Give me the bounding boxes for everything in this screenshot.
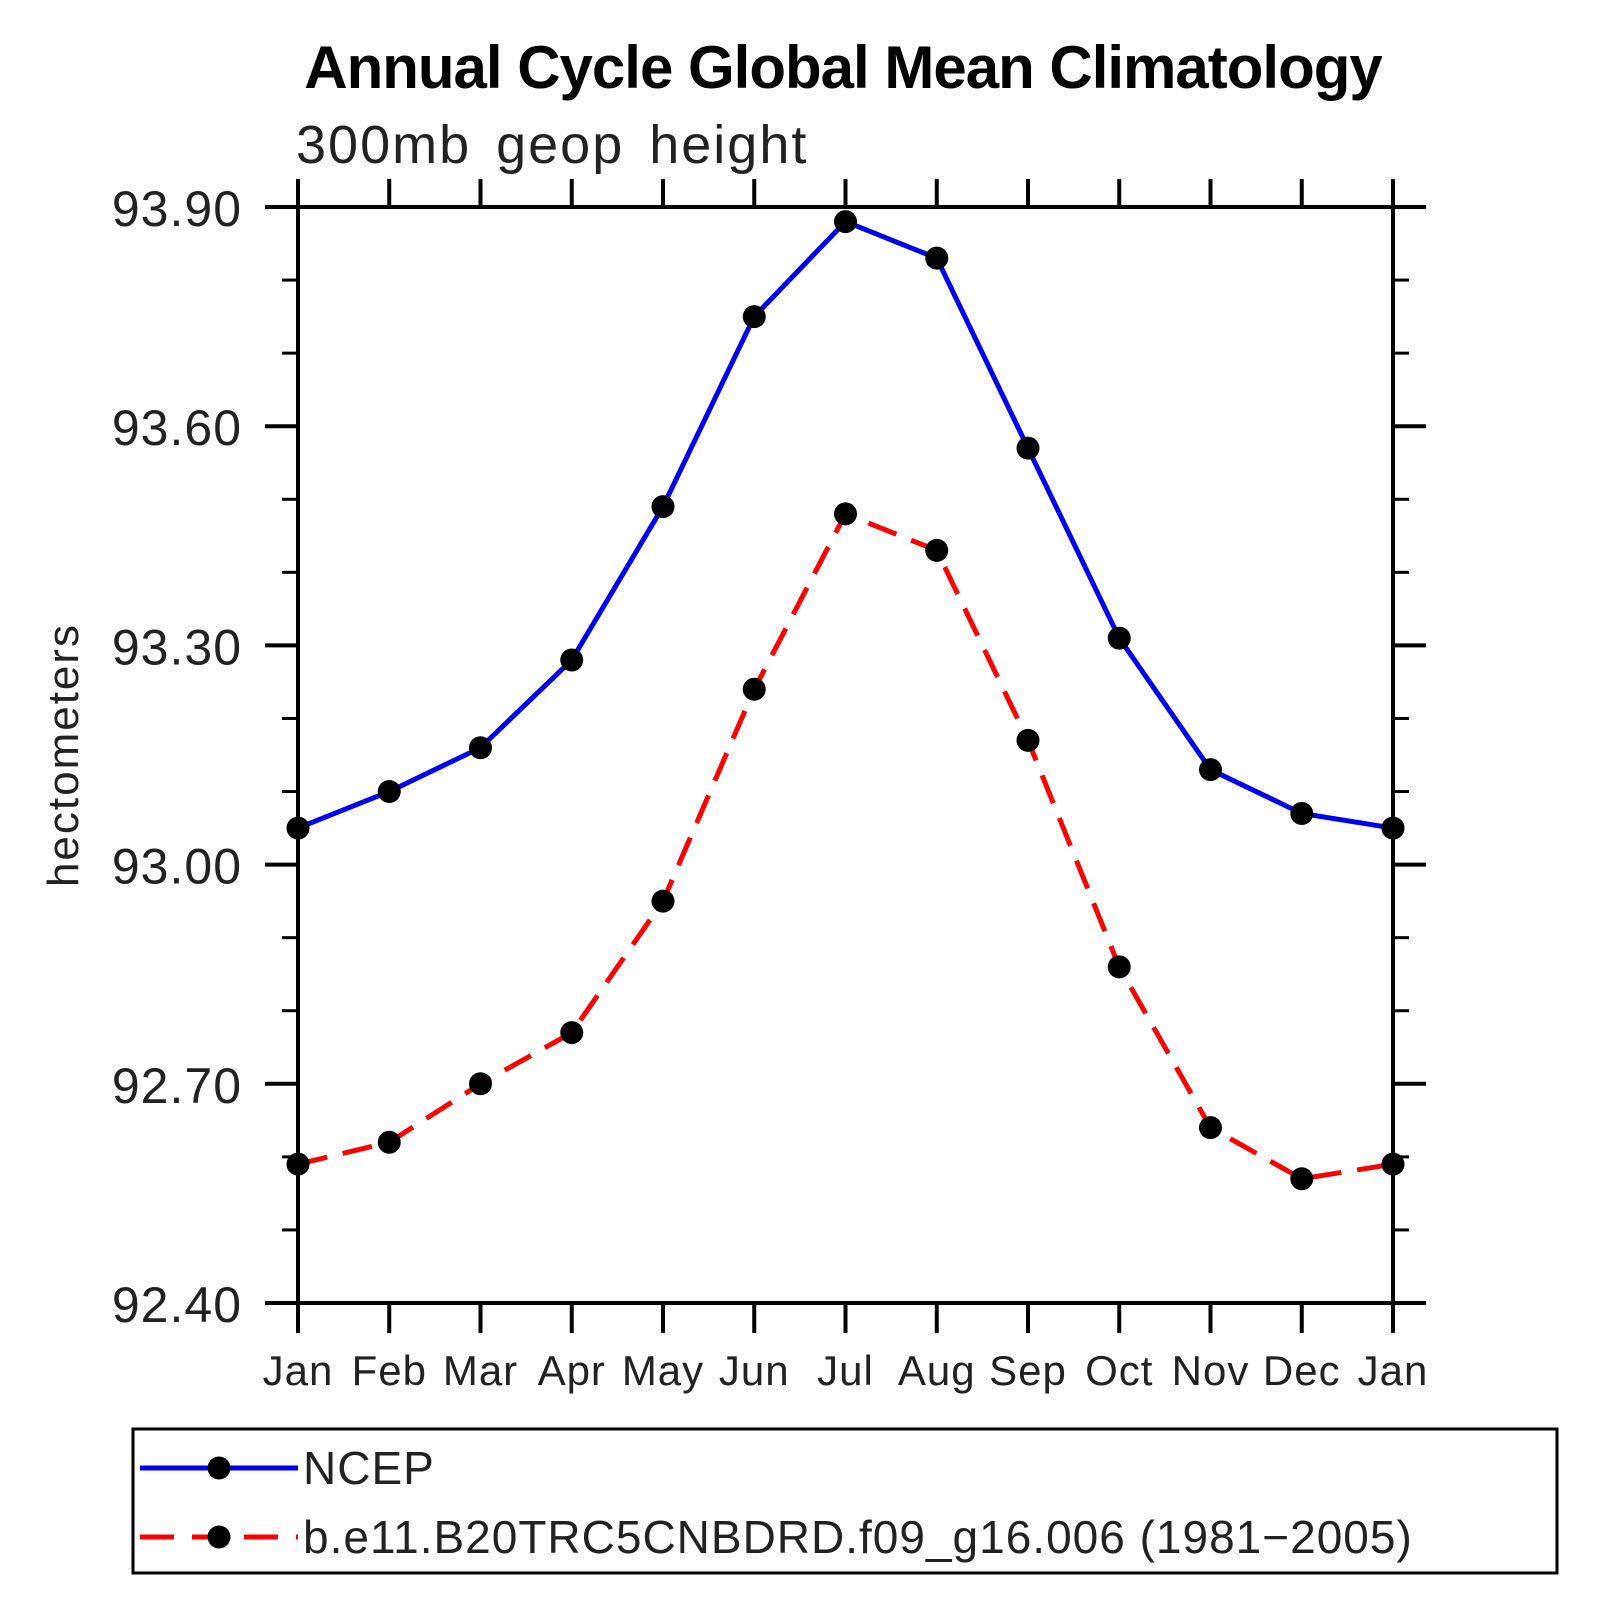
series-0-marker	[1381, 816, 1405, 840]
chart-subtitle: 300mb geop height	[296, 115, 808, 175]
series-1-marker	[286, 1152, 310, 1176]
x-tick-label: Jun	[719, 1347, 790, 1394]
y-tick-labels: 92.40 92.70 93.00 93.30 93.60 93.90	[112, 181, 242, 1333]
x-tick-label: Feb	[352, 1347, 427, 1394]
series-1-marker	[651, 889, 675, 913]
series-1-marker	[1016, 728, 1040, 752]
series-1-marker	[560, 1021, 584, 1045]
y-axis-label: hectometers	[39, 623, 88, 887]
series-1-marker	[377, 1130, 401, 1154]
data-series	[286, 210, 1405, 1191]
y-tick-label: 93.90	[112, 181, 242, 237]
series-0-marker	[742, 305, 766, 329]
y-tick-label: 93.00	[112, 839, 242, 895]
series-0-marker	[1016, 436, 1040, 460]
x-tick-label: Sep	[989, 1347, 1067, 1394]
series-1-marker	[469, 1072, 492, 1096]
y-tick-label: 92.40	[112, 1277, 242, 1333]
series-0-marker	[560, 648, 584, 672]
series-1-marker	[1199, 1116, 1222, 1140]
x-tick-labels: Jan Feb Mar Apr May Jun Jul Aug Sep Oct Nov Dec Jan	[263, 1347, 1429, 1394]
series-0-marker	[286, 816, 310, 840]
series-0-marker	[469, 736, 492, 760]
series-1-marker	[1290, 1167, 1314, 1191]
series-1-marker	[834, 502, 857, 526]
legend-marker-model	[207, 1525, 231, 1549]
chart-title: Annual Cycle Global Mean Climatology	[304, 34, 1383, 101]
legend-label-ncep: NCEP	[303, 1442, 435, 1494]
x-tick-label: Dec	[1263, 1347, 1341, 1394]
series-0-marker	[834, 210, 857, 234]
series-0-marker	[377, 780, 401, 804]
legend-box	[131, 1427, 1559, 1575]
series-1-marker	[1107, 955, 1131, 979]
x-tick-label: Mar	[443, 1347, 518, 1394]
x-tick-label: Oct	[1085, 1347, 1153, 1394]
legend-marker-ncep	[207, 1456, 231, 1480]
x-tick-label: Aug	[898, 1347, 976, 1394]
series-0-marker	[651, 495, 675, 519]
plot-frame	[296, 205, 1395, 1305]
series-1-marker	[925, 538, 949, 562]
series-0-marker	[1107, 626, 1131, 650]
y-tick-label: 93.30	[112, 619, 242, 675]
legend-label-model: b.e11.B20TRC5CNBDRD.f09_g16.006 (1981−20…	[303, 1511, 1413, 1563]
series-1-marker	[1381, 1152, 1405, 1176]
series-1-marker	[742, 677, 766, 701]
series-0-marker	[1199, 758, 1222, 782]
axis-ticks	[265, 179, 1426, 1333]
x-tick-label: May	[622, 1347, 704, 1394]
legend: NCEP b.e11.B20TRC5CNBDRD.f09_g16.006 (19…	[131, 1427, 1559, 1575]
y-tick-label: 93.60	[112, 400, 242, 456]
series-0-marker	[1290, 801, 1314, 825]
series-0-marker	[925, 246, 949, 270]
series-1-line	[297, 510, 1394, 1182]
x-tick-label: Apr	[538, 1347, 606, 1394]
x-tick-label: Jul	[817, 1347, 874, 1394]
x-tick-label: Jan	[263, 1347, 334, 1394]
y-tick-label: 92.70	[112, 1058, 242, 1114]
x-tick-label: Nov	[1172, 1347, 1250, 1394]
x-tick-label: Jan	[1358, 1347, 1429, 1394]
